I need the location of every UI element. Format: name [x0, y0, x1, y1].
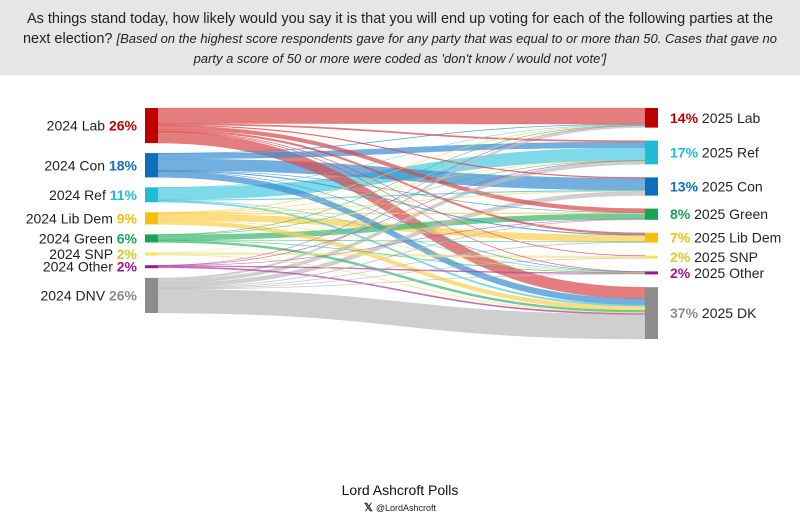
node-label-ld24: 2024 Lib Dem 9% [26, 210, 138, 226]
node-bar-grn24 [145, 234, 158, 243]
node-bar-con25 [645, 177, 658, 196]
node-label-grn24: 2024 Green 6% [39, 230, 138, 246]
social-handle: @LordAshcroft [375, 503, 437, 513]
node-label-dk25: 37% 2025 DK [670, 305, 757, 321]
node-label-ref25: 17% 2025 Ref [670, 145, 759, 161]
node-bar-oth25 [645, 271, 658, 275]
question-note: [Based on the highest score respondents … [116, 31, 778, 66]
node-label-snp25: 2% 2025 SNP [670, 249, 758, 265]
node-bar-ref24 [145, 187, 158, 203]
node-bar-ld25 [645, 232, 658, 243]
node-layer [145, 108, 658, 339]
node-bar-con24 [145, 153, 158, 178]
node-label-grn25: 8% 2025 Green [670, 206, 768, 222]
node-bar-dk25 [645, 287, 658, 339]
label-layer: 2024 Lab 26% 2024 Con 18% 2024 Ref 11% 2024… [26, 110, 782, 321]
node-bar-ld24 [145, 212, 158, 225]
footer: Lord Ashcroft Polls 𝕏 @LordAshcroft [0, 482, 800, 514]
x-logo-icon: 𝕏 [363, 502, 373, 514]
node-label-lab24: 2024 Lab 26% [47, 118, 138, 134]
node-bar-snp25 [645, 255, 658, 259]
node-bar-snp24 [145, 252, 158, 256]
node-label-ref24: 2024 Ref 11% [49, 187, 138, 203]
node-label-snp24: 2024 SNP 2% [49, 246, 137, 262]
chart-question: As things stand today, how likely would … [0, 0, 800, 75]
node-label-oth25: 2% 2025 Other [670, 265, 765, 281]
node-label-ld25: 7% 2025 Lib Dem [670, 230, 781, 246]
node-label-oth24: 2024 Other 2% [43, 259, 138, 275]
node-bar-lab25 [645, 108, 658, 128]
node-label-lab25: 14% 2025 Lab [670, 110, 761, 126]
flow-layer [157, 107, 646, 340]
social-handle-row: 𝕏 @LordAshcroft [0, 501, 800, 514]
node-bar-lab24 [145, 108, 158, 144]
flow-lab24-to-lab25 [157, 107, 646, 125]
brand-name: Lord Ashcroft Polls [341, 482, 459, 498]
question-text: As things stand today, how likely would … [22, 11, 774, 47]
node-label-con24: 2024 Con 18% [44, 157, 137, 173]
node-bar-ref25 [645, 140, 658, 165]
node-bar-oth24 [145, 265, 158, 269]
node-label-con25: 13% 2025 Con [670, 179, 763, 195]
node-bar-dnv24 [145, 277, 158, 313]
node-bar-grn25 [645, 208, 658, 220]
node-label-dnv24: 2024 DNV 26% [40, 287, 137, 303]
